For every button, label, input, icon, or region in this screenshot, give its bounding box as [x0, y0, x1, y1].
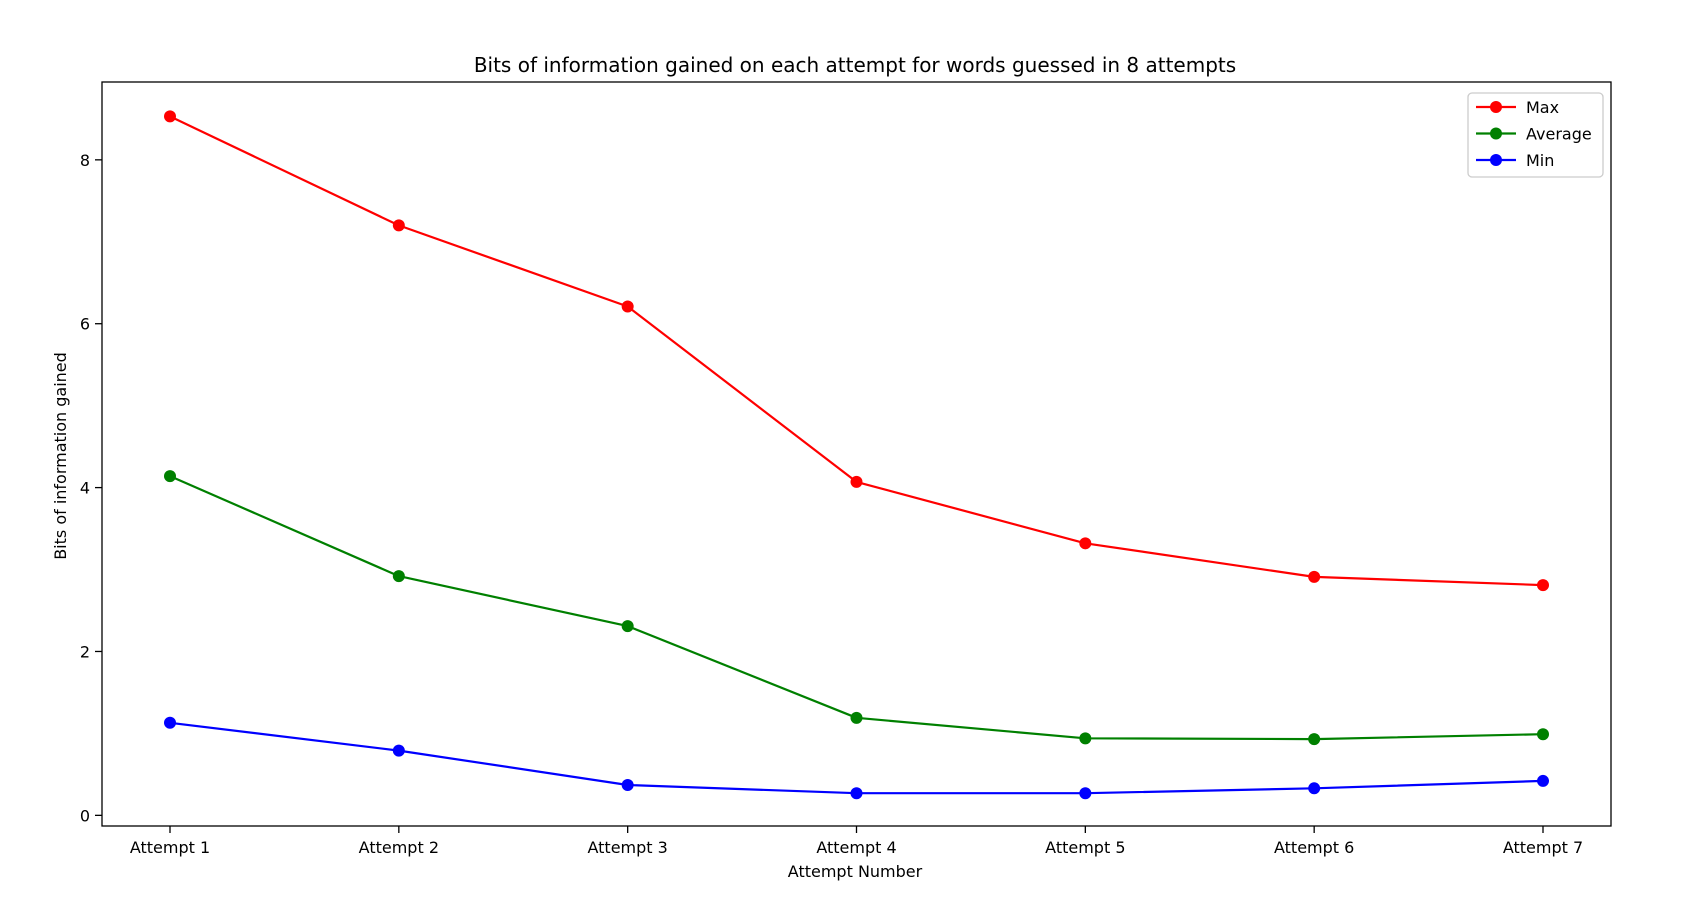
data-point-max: [1308, 570, 1321, 583]
data-point-max: [392, 219, 405, 232]
x-tick-label: Attempt 7: [1503, 838, 1583, 857]
data-point-average: [850, 711, 863, 724]
series-max: [164, 110, 1549, 592]
legend-item-max: Max: [1476, 98, 1559, 117]
x-tick-label: Attempt 1: [130, 838, 210, 857]
x-axis-ticks: Attempt 1 Attempt 2 Attempt 3 Attempt 4 Atte…: [130, 826, 1583, 857]
legend-box: [1467, 92, 1604, 178]
y-axis-label: Bits of information gained: [51, 352, 70, 560]
legend-item-min: Min: [1476, 151, 1554, 170]
data-point-max: [1079, 537, 1092, 550]
x-tick-label: Attempt 3: [587, 838, 667, 857]
data-point-max: [850, 475, 863, 488]
x-tick-label: Attempt 2: [359, 838, 439, 857]
legend: Max Average Min: [1467, 92, 1604, 178]
data-point-min: [1308, 782, 1321, 795]
y-tick-label: 4: [80, 479, 90, 498]
y-tick-label: 6: [80, 315, 90, 334]
data-point-average: [1079, 732, 1092, 745]
legend-marker-max: [1490, 101, 1502, 113]
legend-item-average: Average: [1476, 125, 1592, 144]
legend-label-max: Max: [1526, 98, 1559, 117]
chart-title: Bits of information gained on each attem…: [474, 53, 1236, 77]
data-point-min: [1079, 787, 1092, 800]
legend-marker-average: [1490, 127, 1502, 140]
y-tick-label: 2: [80, 642, 90, 661]
data-point-average: [1308, 733, 1321, 746]
y-tick-label: 8: [80, 151, 90, 170]
data-point-average: [621, 620, 634, 633]
series-average: [164, 470, 1549, 746]
y-axis-ticks: 0 2 4 6 8: [80, 151, 102, 825]
x-tick-label: Attempt 6: [1274, 838, 1354, 857]
data-point-average: [392, 570, 405, 583]
series-min: [164, 716, 1549, 800]
y-tick-label: 0: [80, 806, 90, 825]
data-point-min: [164, 716, 176, 729]
legend-label-average: Average: [1526, 125, 1592, 144]
data-point-min: [850, 787, 863, 800]
x-tick-label: Attempt 5: [1045, 838, 1125, 857]
legend-marker-min: [1490, 154, 1502, 166]
data-point-max: [164, 110, 176, 123]
data-point-average: [164, 470, 176, 483]
legend-label-min: Min: [1526, 151, 1554, 170]
data-point-min: [1537, 774, 1549, 787]
x-tick-label: Attempt 4: [816, 838, 896, 857]
data-point-max: [621, 300, 634, 313]
data-point-average: [1537, 728, 1549, 741]
data-point-max: [1537, 579, 1549, 592]
data-point-min: [621, 779, 634, 792]
legend-items: Max Average Min: [1476, 98, 1592, 170]
x-axis-label: Attempt Number: [788, 862, 923, 881]
data-point-min: [392, 744, 405, 757]
series-layer: [164, 110, 1549, 800]
